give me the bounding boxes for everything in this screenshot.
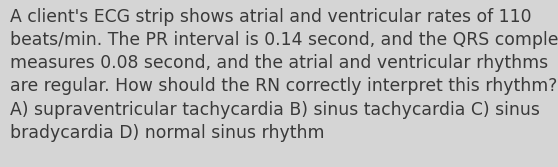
Text: A client's ECG strip shows atrial and ventricular rates of 110
beats/min. The PR: A client's ECG strip shows atrial and ve… bbox=[10, 8, 558, 142]
